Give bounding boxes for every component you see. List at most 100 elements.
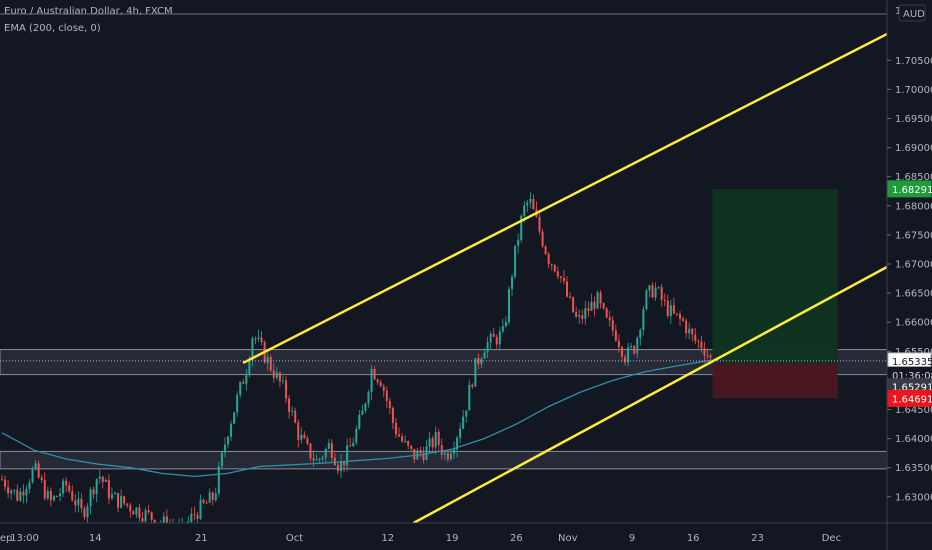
candle-body [486,342,489,353]
candle-body [679,313,682,319]
candle-body [413,448,416,460]
candle-body [645,290,648,310]
candle-body [291,410,294,412]
candle-body [587,308,590,311]
candle-body [593,301,596,309]
candle-body [321,457,324,460]
candle-body [495,336,498,345]
candle-body [46,490,49,499]
candle-body [398,434,401,437]
candle-body [333,457,336,466]
candle-body [547,253,550,265]
candle-body [196,514,199,519]
candle-body [7,487,10,494]
candle-body [465,410,468,417]
candle-body [107,479,110,499]
candle-body [373,368,376,380]
candle-body [150,512,153,520]
candle-body [343,462,346,466]
currency-label: AUD [903,9,925,20]
candle-body [199,499,202,519]
candle-body [410,445,413,449]
y-tick-label: 1.68500 [895,172,932,183]
zone-support [0,450,887,470]
candle-body [685,320,688,334]
candle-body [590,301,593,311]
price-tag-target [887,180,932,198]
candle-body [462,416,465,429]
candle-body [422,452,425,460]
candle-body [132,511,135,515]
candle-body [327,443,330,449]
candle-body [572,297,575,313]
candle-body [453,449,456,454]
x-tick-label: 14 [89,533,102,544]
y-tick-label: 1.70500 [895,56,932,67]
candle-body [25,488,28,496]
candle-body [566,281,569,297]
candle-body [77,498,80,506]
candle-body [251,338,254,361]
y-tick-label: 1.64000 [895,434,932,445]
candle-body [138,507,141,519]
candle-body [120,496,123,508]
candle-body [40,477,43,480]
candle-body [92,489,95,495]
y-tick-label: 1.64500 [895,405,932,416]
candle-body [437,431,440,446]
candle-body [55,495,58,497]
y-tick-label: 1.67000 [895,260,932,271]
candle-body [672,305,675,314]
candle-body [688,328,691,334]
candle-body [89,489,92,507]
candle-body [663,299,666,301]
channel-upper-line [242,32,887,365]
candle-body [581,315,584,319]
candle-body [144,510,147,522]
candle-body [630,345,633,348]
candle-body [575,312,578,317]
candle-body [223,444,226,453]
x-tick-label: 9 [629,533,635,544]
candle-body [169,526,171,531]
ema-line [1,359,713,478]
candle-body [4,479,7,488]
candle-body [269,356,272,371]
x-tick-label: 26 [510,533,523,544]
candle-body [349,445,352,447]
candle-body [617,340,620,348]
candle-body [544,246,547,254]
candle-body [443,453,446,455]
candle-body [281,380,284,382]
candle-body [233,412,236,424]
candle-body [700,341,703,349]
candle-body [358,414,361,429]
candle-body [187,521,190,523]
candle-body [239,382,242,395]
y-tick-label: 1.63000 [895,492,932,503]
candle-body [654,287,657,298]
x-tick-label: Dec [822,533,841,544]
x-tick-label: 12 [381,533,394,544]
candle-body [660,287,663,300]
candle-body [691,328,694,335]
price-tag-stop [887,389,932,407]
candle-body [242,382,245,384]
y-tick-label: 1.70000 [895,85,932,96]
candle-body [306,438,309,444]
candle-body [227,436,230,445]
candle-body [391,408,394,423]
candle-body [407,441,410,446]
candle-body [489,333,492,343]
candle-body [114,492,117,495]
candle-body [355,428,358,443]
candle-body [556,271,559,277]
candle-body [627,347,630,363]
candle-body [541,231,544,247]
candle-body [529,199,532,203]
candle-body [648,285,651,291]
indicator-legend: EMA (200, close, 0) [4,23,101,34]
candle-body [74,500,77,506]
candle-body [157,524,159,526]
